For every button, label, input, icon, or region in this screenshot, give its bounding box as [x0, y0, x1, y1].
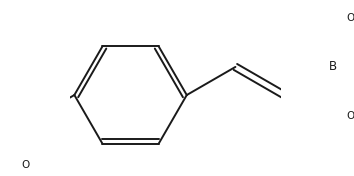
- Text: B: B: [329, 60, 337, 73]
- Text: O: O: [346, 13, 354, 23]
- Text: O: O: [346, 111, 354, 121]
- Text: O: O: [22, 160, 30, 170]
